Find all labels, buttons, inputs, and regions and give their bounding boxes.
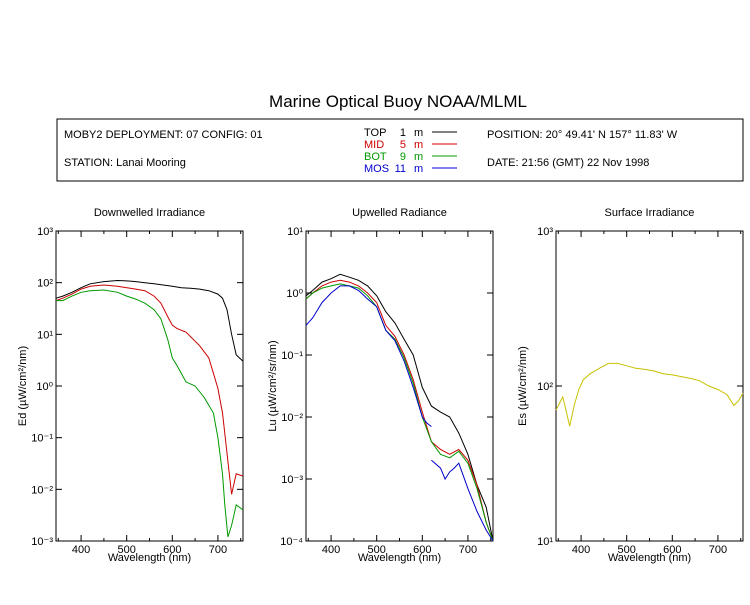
- legend-label: TOP: [364, 127, 386, 139]
- y-tick-label: 10⁻¹: [281, 350, 303, 362]
- legend-depth: 9: [400, 151, 406, 163]
- legend-depth: 5: [400, 139, 406, 151]
- y-tick-label: 10²: [37, 278, 53, 290]
- y-tick-label: 10⁻¹: [31, 433, 53, 445]
- date-text: DATE: 21:56 (GMT) 22 Nov 1998: [487, 157, 649, 169]
- legend-unit: m: [414, 163, 423, 175]
- x-axis-label: Wavelength (nm): [358, 552, 441, 564]
- x-tick-label: 400: [72, 544, 90, 556]
- chart-panel: Surface Irradiance 400 500 600 700 10¹ 10² 10³ W…: [517, 207, 744, 564]
- station-text: STATION: Lanai Mooring: [64, 157, 186, 169]
- chart-title: Surface Irradiance: [605, 207, 695, 219]
- x-tick-label: 700: [209, 544, 227, 556]
- y-tick-label: 10³: [537, 226, 553, 238]
- chart-panel: Upwelled Radiance 400 500 600 700 10⁻⁴ 10⁻³ 10⁻…: [267, 207, 494, 564]
- series-line-mos: [305, 285, 432, 427]
- position-text: POSITION: 20° 49.41' N 157° 11.83' W: [487, 129, 678, 141]
- legend-label: BOT: [364, 151, 387, 163]
- series-line-es: [555, 362, 744, 427]
- chart-title: Downwelled Irradiance: [94, 207, 205, 219]
- series-line-mid: [305, 279, 494, 542]
- y-axis-label: Lu (µW/cm²/sr/nm): [267, 340, 279, 431]
- y-tick-label: 10⁻²: [281, 412, 303, 424]
- x-tick-label: 600: [413, 544, 431, 556]
- series-line-mos: [431, 459, 494, 542]
- deployment-text: MOBY2 DEPLOYMENT: 07 CONFIG: 01: [64, 129, 263, 141]
- x-tick-label: 700: [709, 544, 727, 556]
- x-axis-label: Wavelength (nm): [608, 552, 691, 564]
- x-tick-label: 400: [572, 544, 590, 556]
- plot-frame: [555, 230, 744, 542]
- x-tick-label: 600: [163, 544, 181, 556]
- series-line-top: [55, 279, 244, 362]
- legend-depth: 11: [395, 163, 406, 175]
- y-tick-label: 10⁰: [36, 381, 53, 393]
- legend-label: MOS: [364, 163, 389, 175]
- y-tick-label: 10¹: [37, 329, 53, 341]
- y-tick-label: 10⁻⁴: [280, 536, 303, 548]
- legend-unit: m: [414, 151, 423, 163]
- x-tick-label: 500: [118, 544, 136, 556]
- x-tick-label: 500: [618, 544, 636, 556]
- x-tick-label: 600: [663, 544, 681, 556]
- y-tick-label: 10⁻³: [31, 536, 53, 548]
- chart-title: Upwelled Radiance: [352, 207, 447, 219]
- series-line-bot: [56, 289, 244, 538]
- series-line-bot: [305, 283, 494, 542]
- y-axis-label: Es (µW/cm²/nm): [517, 346, 529, 426]
- y-tick-label: 10¹: [287, 226, 303, 238]
- series-line-top: [305, 273, 494, 542]
- legend-unit: m: [414, 127, 423, 139]
- chart-panel: Downwelled Irradiance 400 500 600 700 10⁻³ 10⁻…: [17, 207, 244, 564]
- x-tick-label: 700: [459, 544, 477, 556]
- y-axis-label: Ed (µW/cm²/nm): [17, 346, 29, 426]
- y-tick-label: 10⁻²: [31, 484, 53, 496]
- x-tick-label: 500: [368, 544, 386, 556]
- y-tick-label: 10⁻³: [281, 474, 303, 486]
- series-line-mid: [55, 284, 244, 495]
- y-tick-label: 10²: [537, 381, 553, 393]
- info-box: [56, 118, 744, 182]
- charts: Downwelled Irradiance 400 500 600 700 10⁻³ 10⁻…: [17, 207, 744, 564]
- y-tick-label: 10³: [37, 226, 53, 238]
- legend-label: MID: [364, 139, 384, 151]
- legend-depth: 1: [400, 127, 406, 139]
- plot-frame: [55, 230, 244, 542]
- page-title: Marine Optical Buoy NOAA/MLML: [269, 92, 527, 111]
- y-tick-label: 10⁰: [286, 288, 303, 300]
- x-tick-label: 400: [322, 544, 340, 556]
- y-tick-label: 10¹: [537, 536, 553, 548]
- x-axis-label: Wavelength (nm): [108, 552, 191, 564]
- legend-unit: m: [414, 139, 423, 151]
